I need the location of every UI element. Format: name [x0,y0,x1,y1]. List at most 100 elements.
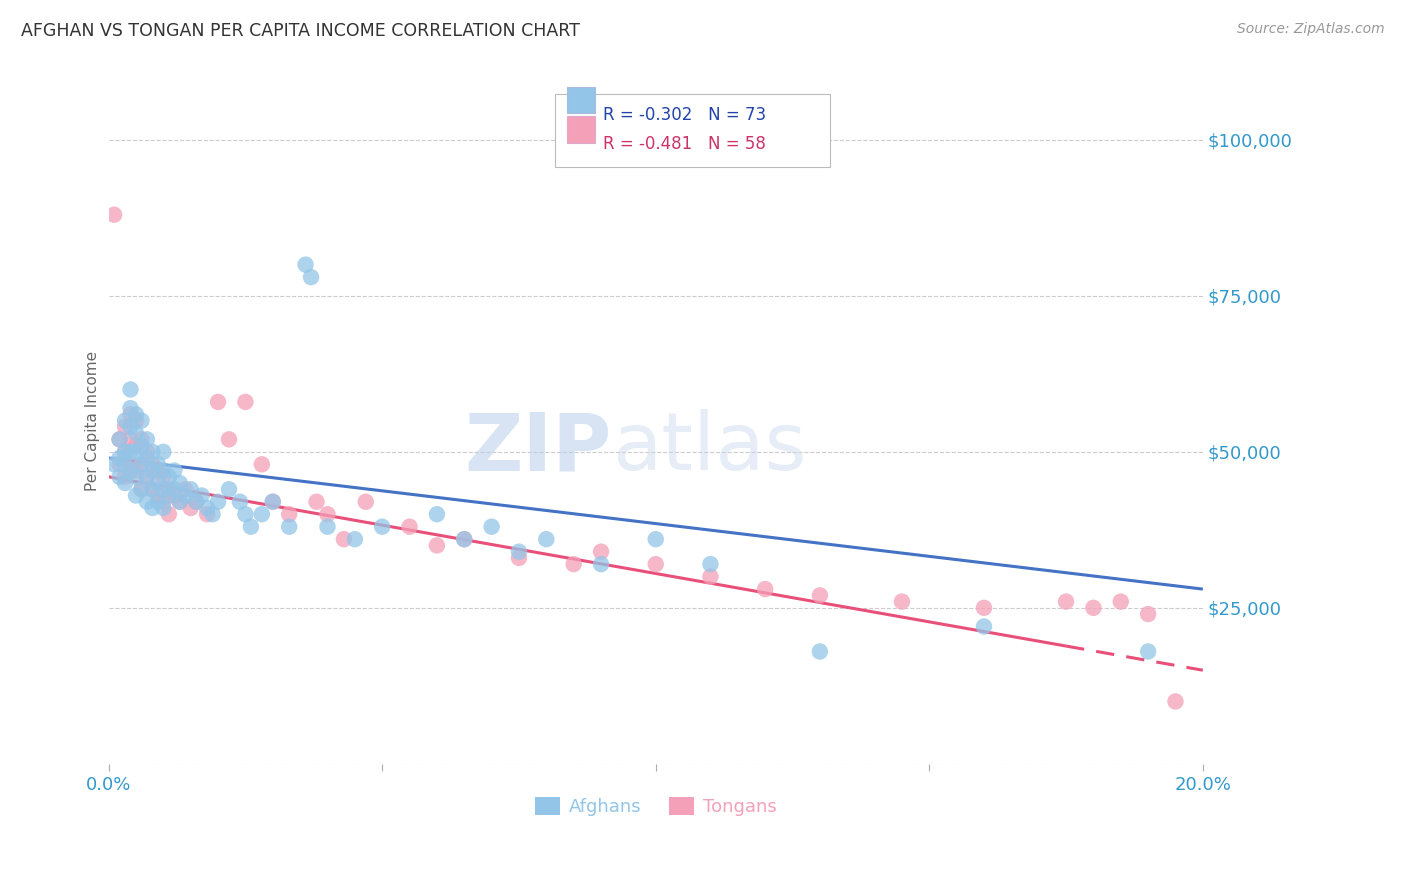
Point [125,414,148,428]
Point [453,532,475,546]
Point [152,464,174,478]
Point [1083,600,1105,615]
Point [146,489,169,503]
Point [152,500,174,515]
Point [453,532,475,546]
Point [136,470,159,484]
Point [426,538,449,552]
Point [354,494,377,508]
Point [157,483,180,497]
Point [186,494,208,508]
Point [180,500,202,515]
Y-axis label: Per Capita Income: Per Capita Income [86,351,100,491]
Point [125,445,148,459]
Point [316,519,339,533]
Point [1137,607,1160,621]
Point [262,494,284,508]
Point [146,458,169,472]
Point [120,464,142,478]
Point [152,445,174,459]
Point [229,494,252,508]
Point [120,401,142,416]
Point [136,451,159,466]
Point [141,500,163,515]
Point [508,550,530,565]
Point [108,451,131,466]
Point [1109,594,1132,608]
Point [333,532,356,546]
Point [103,458,125,472]
Point [481,519,503,533]
Point [152,470,174,484]
Point [136,445,159,459]
Point [125,408,148,422]
Point [136,470,159,484]
Point [305,494,328,508]
Point [973,619,995,633]
Point [120,458,142,472]
Point [1054,594,1077,608]
Point [589,557,612,571]
Point [103,208,125,222]
Point [180,483,202,497]
Point [163,483,186,497]
Point [114,470,136,484]
Point [125,426,148,441]
Point [120,420,142,434]
Point [125,464,148,478]
Point [201,507,224,521]
Text: ZIP: ZIP [465,409,612,487]
Point [108,433,131,447]
Point [699,569,721,583]
Point [131,483,153,497]
Point [250,458,273,472]
Point [890,594,912,608]
Point [136,494,159,508]
Point [157,507,180,521]
Point [239,519,262,533]
Point [169,494,191,508]
Point [146,494,169,508]
Point [131,458,153,472]
Point [398,519,420,533]
Point [163,489,186,503]
Point [1164,694,1187,708]
Legend: Afghans, Tongans: Afghans, Tongans [527,790,785,823]
Point [131,458,153,472]
Point [754,582,776,596]
Point [218,483,240,497]
Point [152,483,174,497]
Point [262,494,284,508]
Point [114,445,136,459]
Point [207,494,229,508]
Point [235,395,257,409]
Point [152,494,174,508]
Point [146,476,169,491]
Point [114,420,136,434]
Point [108,458,131,472]
Point [808,588,831,602]
Point [973,600,995,615]
Point [141,458,163,472]
Point [278,507,301,521]
Point [114,445,136,459]
Point [589,544,612,558]
Point [163,464,186,478]
Point [186,494,208,508]
Point [426,507,449,521]
Point [174,489,197,503]
Text: R = -0.302   N = 73: R = -0.302 N = 73 [603,106,766,124]
Point [699,557,721,571]
Point [218,433,240,447]
Point [536,532,558,546]
Point [146,464,169,478]
Point [125,489,148,503]
Point [207,395,229,409]
Point [114,476,136,491]
Point [343,532,366,546]
Point [131,433,153,447]
Point [125,439,148,453]
Point [108,470,131,484]
Point [120,445,142,459]
Point [120,408,142,422]
